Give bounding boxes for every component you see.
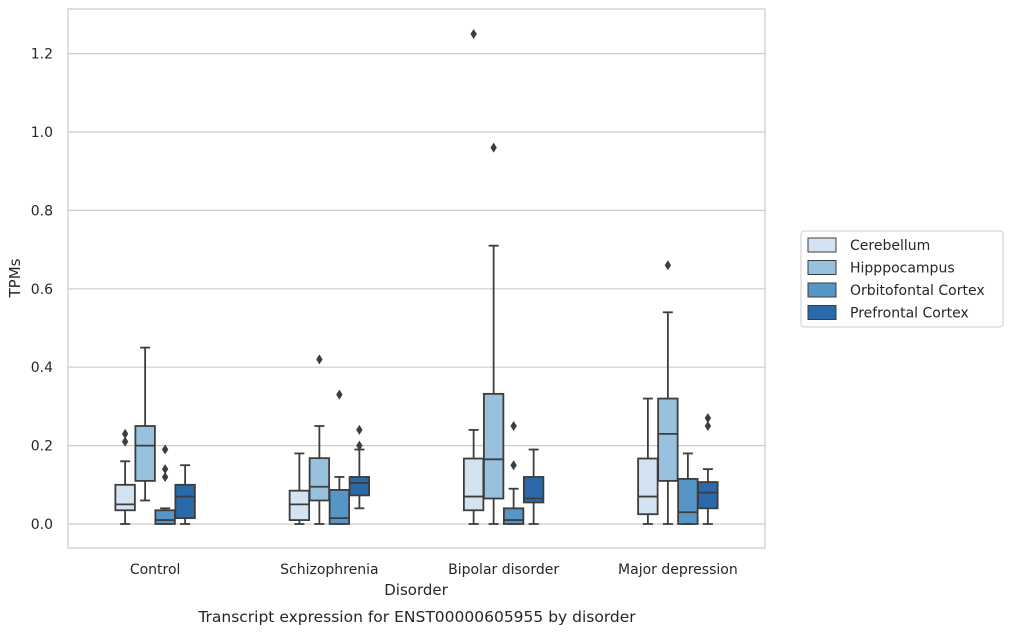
legend-label: Orbitofontal Cortex (850, 283, 985, 299)
legend: Cerebellum Hipppocampus Orbitofontal Corte… (800, 230, 1004, 328)
box-iqr (134, 425, 156, 482)
legend-label: Cerebellum (850, 238, 930, 254)
box-iqr (308, 457, 331, 502)
outlier-point (704, 421, 712, 431)
x-tick-label: Control (130, 562, 181, 578)
box-iqr (462, 457, 485, 512)
box-prefrontal-cortex (697, 413, 719, 525)
box-hipppocampus (482, 142, 505, 525)
box-hipppocampus (308, 354, 331, 525)
box-iqr (637, 457, 659, 516)
box-orbitofontal-cortex (677, 452, 699, 525)
x-tick-label: Schizophrenia (280, 562, 378, 578)
outlier-point (664, 260, 672, 271)
outlier-point (121, 428, 129, 439)
chart-caption: Transcript expression for ENST0000060595… (197, 608, 636, 626)
box-cerebellum (288, 452, 311, 525)
x-axis-title: Disorder (384, 581, 448, 599)
box-prefrontal-cortex (174, 464, 196, 525)
box-hipppocampus (134, 346, 156, 502)
box-prefrontal-cortex (348, 424, 371, 510)
box-iqr (502, 507, 525, 525)
y-tick-label: 0.8 (31, 203, 53, 219)
y-tick-label: 0.2 (31, 439, 53, 455)
legend-swatch (807, 260, 837, 275)
y-tick-label: 1.0 (31, 125, 53, 141)
box-iqr (697, 481, 719, 510)
legend-swatch (807, 305, 837, 320)
box-prefrontal-cortex (522, 448, 545, 525)
outlier-point (510, 460, 517, 471)
box-iqr (677, 478, 699, 525)
y-tick-label: 0.0 (31, 517, 53, 533)
x-tick-label: Bipolar disorder (448, 562, 559, 578)
outlier-point (161, 471, 169, 482)
gridlines (68, 52, 765, 525)
box-cerebellum (114, 428, 136, 525)
box-iqr (657, 397, 679, 482)
outlier-point (470, 29, 477, 39)
legend-swatch (807, 237, 837, 253)
legend-label: Hipppocampus (850, 261, 955, 277)
outlier-point (316, 354, 323, 365)
box-iqr (328, 488, 351, 525)
y-tick-label: 0.4 (31, 360, 53, 376)
plot-frame (67, 8, 766, 549)
box-iqr (348, 476, 371, 497)
box-cerebellum (637, 397, 659, 525)
outlier-point (356, 440, 363, 451)
legend-label: Prefrontal Cortex (850, 306, 969, 322)
y-axis-ticks: 0.0 0.2 0.4 0.6 0.8 1.0 1.2 (31, 47, 53, 533)
box-iqr (154, 509, 176, 525)
box-iqr (522, 476, 545, 504)
outlier-point (121, 436, 129, 447)
box-orbitofontal-cortex (328, 389, 351, 525)
box-cerebellum (462, 29, 485, 525)
outlier-point (510, 421, 517, 431)
y-axis-title: TPMs (6, 258, 24, 298)
legend-frame (800, 230, 1004, 328)
box-iqr (288, 489, 311, 521)
outlier-point (161, 464, 169, 475)
outlier-point (490, 142, 497, 153)
box-orbitofontal-cortex (502, 421, 525, 525)
outlier-point (161, 444, 169, 455)
x-axis-ticks: Control Schizophrenia Bipolar disorder Majo… (130, 562, 738, 578)
box-iqr (482, 392, 505, 500)
box-hipppocampus (657, 260, 679, 525)
y-tick-label: 1.2 (31, 47, 53, 63)
x-tick-label: Major depression (618, 562, 738, 578)
legend-swatch (807, 282, 837, 298)
box-series (114, 29, 719, 525)
outlier-point (336, 389, 343, 400)
y-tick-label: 0.6 (31, 282, 53, 298)
outlier-point (356, 424, 363, 435)
outlier-point (704, 413, 712, 424)
box-iqr (114, 483, 136, 512)
box-orbitofontal-cortex (154, 444, 176, 525)
box-iqr (174, 483, 196, 520)
